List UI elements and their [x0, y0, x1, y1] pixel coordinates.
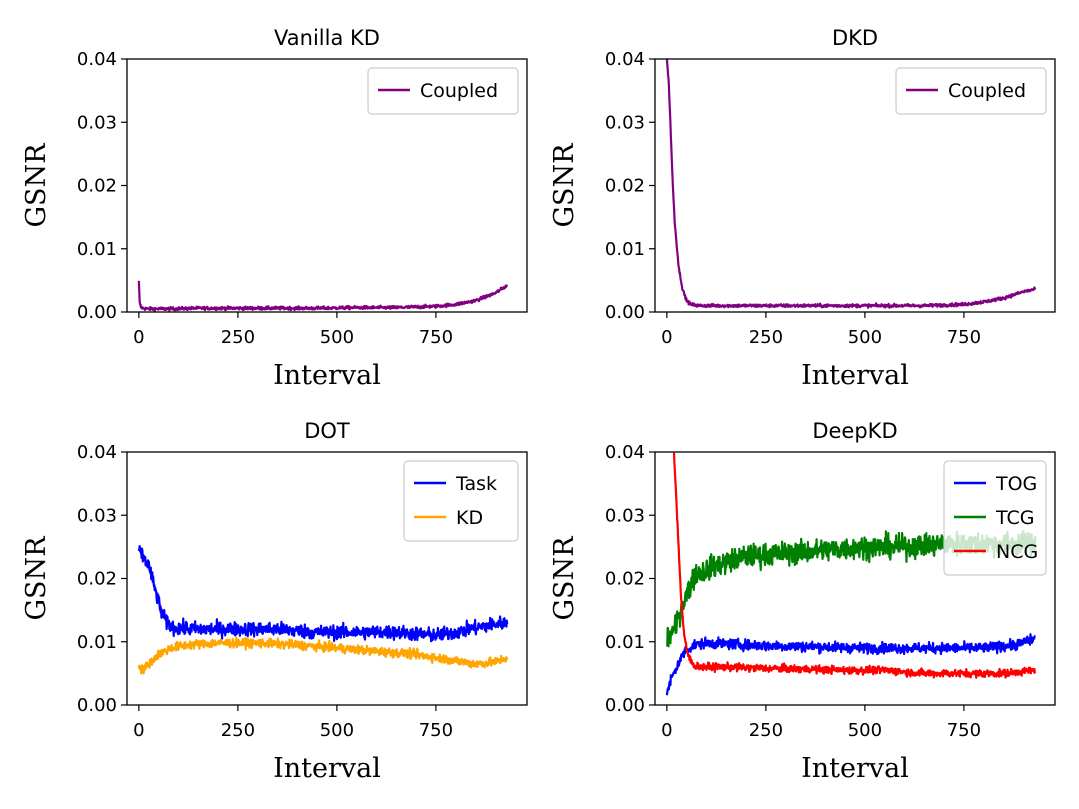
y-tick-label: 0.03 — [77, 112, 117, 133]
x-tick-label: 250 — [221, 720, 255, 741]
legend-label-coupled: Coupled — [948, 80, 1026, 102]
series-line-ncg — [672, 452, 1037, 679]
chart-title: Vanilla KD — [274, 26, 380, 50]
y-tick-label: 0.02 — [605, 569, 645, 590]
y-axis-label: GSNR — [21, 536, 52, 621]
y-tick-label: 0.03 — [605, 505, 645, 526]
chart-panel-4: 0 250 500 750 0.00 0.01 0.02 0.03 0.04 DeepKD Inte… — [549, 419, 1056, 784]
y-tick-label: 0.00 — [77, 695, 117, 716]
legend-box — [895, 67, 1047, 115]
x-tick-label: 250 — [221, 327, 255, 348]
y-tick-label: 0.04 — [77, 49, 117, 70]
y-tick-label: 0.00 — [605, 302, 645, 323]
x-axis-label: Interval — [801, 753, 909, 784]
legend-box — [943, 460, 1047, 576]
chart-title: DeepKD — [812, 419, 897, 443]
y-tick-label: 0.02 — [605, 176, 645, 197]
legend: Coupled — [367, 67, 519, 115]
x-tick-label: 500 — [848, 720, 882, 741]
legend-label-tog: TOG — [995, 473, 1037, 495]
y-tick-label: 0.02 — [77, 569, 117, 590]
x-tick-label: 750 — [419, 720, 453, 741]
series-line-tog — [665, 633, 1036, 696]
y-tick-label: 0.03 — [605, 112, 645, 133]
series-line-coupled — [137, 280, 509, 312]
x-axis-label: Interval — [273, 360, 381, 391]
y-tick-label: 0.03 — [77, 505, 117, 526]
chart-title: DOT — [304, 419, 350, 443]
x-tick-label: 250 — [749, 720, 783, 741]
x-tick-label: 500 — [320, 720, 354, 741]
legend: TOG TCG NCG — [943, 460, 1047, 576]
series-line-coupled — [665, 59, 1037, 309]
y-axis-label: GSNR — [21, 143, 52, 228]
x-tick-label: 750 — [947, 327, 981, 348]
legend: Coupled — [895, 67, 1047, 115]
legend-label-kd: KD — [456, 507, 483, 529]
y-tick-label: 0.04 — [605, 49, 645, 70]
y-axis-label: GSNR — [549, 143, 580, 228]
x-tick-label: 750 — [947, 720, 981, 741]
legend-label-ncg: NCG — [996, 541, 1038, 563]
chart-panel-2: 0 250 500 750 0.00 0.01 0.02 0.03 0.04 DKD Interva… — [549, 26, 1056, 391]
legend-box — [403, 460, 519, 542]
y-tick-label: 0.02 — [77, 176, 117, 197]
legend-label-tcg: TCG — [995, 507, 1034, 529]
y-tick-label: 0.01 — [605, 239, 645, 260]
x-axis-label: Interval — [801, 360, 909, 391]
y-tick-label: 0.01 — [77, 239, 117, 260]
legend-box — [367, 67, 519, 115]
y-tick-label: 0.01 — [605, 632, 645, 653]
chart-panel-3: 0 250 500 750 0.00 0.01 0.02 0.03 0.04 DOT Interva… — [21, 419, 528, 784]
x-tick-label: 250 — [749, 327, 783, 348]
x-tick-label: 750 — [419, 327, 453, 348]
series-line-task — [137, 544, 509, 643]
x-tick-label: 0 — [133, 720, 144, 741]
y-tick-label: 0.01 — [77, 632, 117, 653]
legend-label-task: Task — [455, 473, 497, 495]
y-tick-label: 0.04 — [605, 442, 645, 463]
series-line-kd — [137, 636, 509, 675]
legend-label-coupled: Coupled — [420, 80, 498, 102]
x-tick-label: 500 — [848, 327, 882, 348]
y-tick-label: 0.00 — [605, 695, 645, 716]
x-tick-label: 500 — [320, 327, 354, 348]
y-tick-label: 0.00 — [77, 302, 117, 323]
x-tick-label: 0 — [661, 327, 672, 348]
legend: Task KD — [403, 460, 519, 542]
chart-title: DKD — [832, 26, 878, 50]
y-tick-label: 0.04 — [77, 442, 117, 463]
y-axis-label: GSNR — [549, 536, 580, 621]
x-axis-label: Interval — [273, 753, 381, 784]
x-tick-label: 0 — [661, 720, 672, 741]
x-tick-label: 0 — [133, 327, 144, 348]
chart-panel-1: 0 250 500 750 0.00 0.01 0.02 0.03 0.04 Vanilla KD… — [21, 26, 528, 391]
